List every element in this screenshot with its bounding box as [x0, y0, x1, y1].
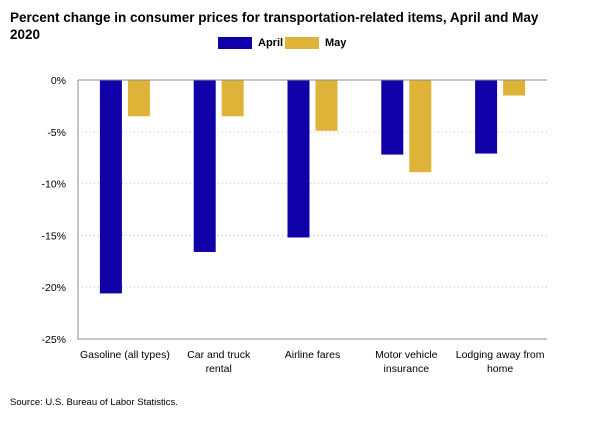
- x-category-label: Gasoline (all types): [80, 349, 170, 361]
- y-tick-label: -15%: [41, 230, 66, 242]
- x-category-label: insurance: [384, 363, 430, 375]
- bar-may: [221, 80, 244, 117]
- x-category-label: rental: [206, 363, 232, 375]
- y-tick-label: -25%: [41, 334, 66, 346]
- bar-may: [315, 80, 338, 131]
- legend-swatch-may: [285, 37, 319, 49]
- legend: April May: [0, 37, 600, 53]
- x-category-label: Motor vehicle: [375, 349, 438, 361]
- legend-item-may: May: [285, 37, 346, 49]
- legend-item-april: April: [218, 37, 283, 49]
- bar-may: [127, 80, 150, 117]
- y-tick-label: 0%: [51, 75, 66, 87]
- bar-april: [475, 80, 498, 154]
- bar-april: [287, 80, 310, 238]
- bar-may: [409, 80, 432, 173]
- y-tick-label: -20%: [41, 282, 66, 294]
- bar-april: [99, 80, 122, 294]
- y-tick-label: -10%: [41, 179, 66, 191]
- x-category-label: Car and truck: [187, 349, 251, 361]
- legend-label-may: May: [325, 37, 347, 49]
- bar-april: [381, 80, 404, 155]
- x-category-label: Airline fares: [285, 349, 340, 361]
- legend-label-april: April: [258, 37, 284, 49]
- legend-swatch-april: [218, 37, 252, 49]
- chart-title: Percent change in consumer prices for tr…: [10, 10, 539, 42]
- x-category-label: home: [487, 363, 513, 375]
- bar-april: [193, 80, 216, 252]
- y-tick-label: -5%: [47, 127, 66, 139]
- bar-may: [503, 80, 526, 96]
- source-note: Source: U.S. Bureau of Labor Statistics.: [10, 397, 178, 408]
- x-category-label: Lodging away from: [456, 349, 545, 361]
